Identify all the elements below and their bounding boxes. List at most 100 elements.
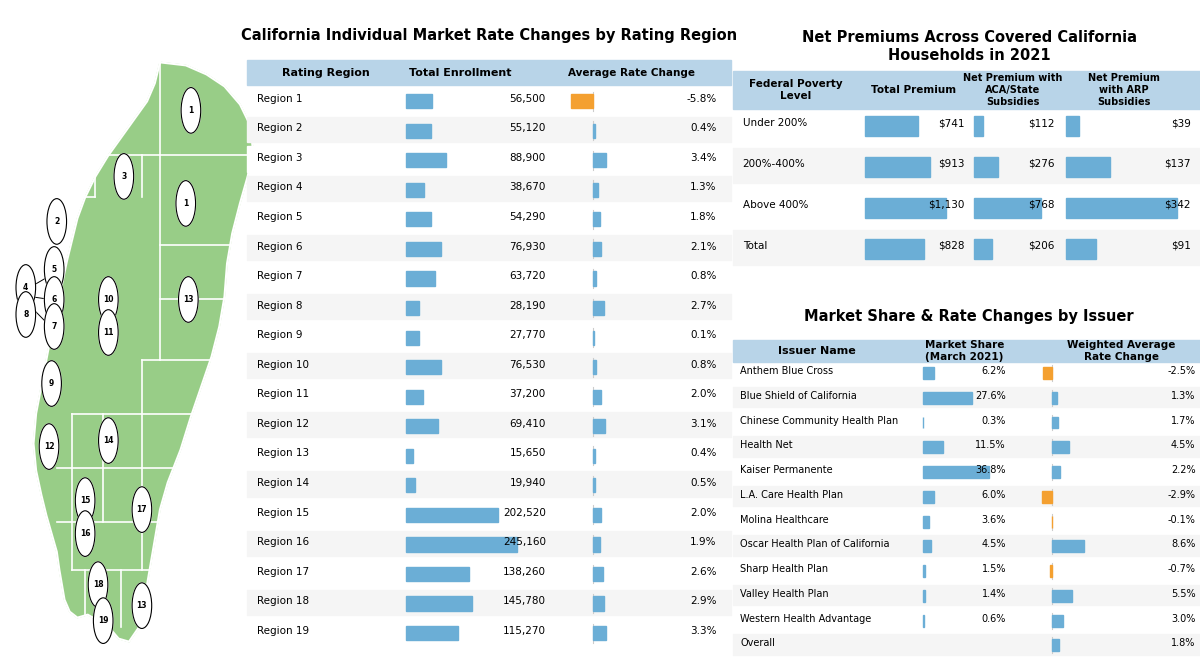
Bar — [923, 466, 989, 478]
Text: California Individual Market Rate Changes by Rating Region: California Individual Market Rate Change… — [241, 27, 737, 43]
Bar — [406, 596, 473, 611]
Bar — [865, 198, 946, 218]
Bar — [247, 176, 731, 201]
Bar — [593, 419, 605, 434]
Bar — [733, 189, 1200, 223]
Circle shape — [44, 277, 64, 322]
Bar — [247, 235, 731, 260]
Text: Federal Poverty
Level: Federal Poverty Level — [749, 79, 842, 101]
Text: $112: $112 — [1028, 118, 1055, 128]
Text: Region 13: Region 13 — [257, 448, 308, 458]
Text: -2.9%: -2.9% — [1168, 490, 1195, 500]
Text: Under 200%: Under 200% — [743, 118, 806, 128]
Text: Market Share & Rate Changes by Issuer: Market Share & Rate Changes by Issuer — [804, 309, 1134, 324]
Bar — [247, 560, 731, 585]
Text: Region 6: Region 6 — [257, 241, 302, 251]
Bar — [247, 354, 731, 378]
Text: 2.2%: 2.2% — [1171, 465, 1195, 475]
Bar — [593, 153, 606, 167]
Text: 3: 3 — [121, 172, 126, 181]
Bar — [247, 530, 731, 556]
Text: 6.0%: 6.0% — [982, 490, 1006, 500]
Text: Issuer Name: Issuer Name — [778, 346, 856, 356]
Text: Market Share
(March 2021): Market Share (March 2021) — [925, 340, 1004, 362]
Bar — [247, 60, 731, 85]
Bar — [593, 478, 595, 492]
Text: 13: 13 — [137, 601, 148, 610]
Bar — [406, 183, 424, 197]
Bar — [1052, 615, 1063, 626]
Text: 1.8%: 1.8% — [690, 212, 716, 222]
Bar — [247, 87, 731, 113]
Circle shape — [98, 309, 118, 356]
Text: Region 12: Region 12 — [257, 419, 308, 429]
Circle shape — [132, 583, 151, 628]
Text: 115,270: 115,270 — [503, 626, 546, 636]
Text: 2.0%: 2.0% — [690, 508, 716, 518]
Text: 88,900: 88,900 — [510, 153, 546, 163]
Bar — [733, 340, 1200, 362]
Bar — [733, 536, 1200, 556]
Circle shape — [76, 511, 95, 556]
Text: 55,120: 55,120 — [510, 123, 546, 133]
Bar — [247, 323, 731, 349]
Bar — [733, 387, 1200, 407]
Text: Overall: Overall — [740, 638, 775, 648]
Text: -0.1%: -0.1% — [1168, 515, 1195, 525]
Text: 2.9%: 2.9% — [690, 596, 716, 606]
Text: 76,530: 76,530 — [510, 360, 546, 370]
Text: Region 5: Region 5 — [257, 212, 302, 222]
Bar — [247, 146, 731, 171]
Bar — [406, 301, 419, 315]
Text: Total: Total — [743, 241, 767, 251]
Text: 0.8%: 0.8% — [690, 271, 716, 281]
Text: 14: 14 — [103, 436, 114, 445]
Circle shape — [44, 247, 64, 292]
Bar — [1052, 590, 1073, 602]
Bar — [247, 265, 731, 289]
Text: Region 14: Region 14 — [257, 478, 308, 488]
Bar — [406, 508, 498, 522]
Text: Anthem Blue Cross: Anthem Blue Cross — [740, 366, 834, 376]
Bar — [973, 157, 997, 177]
Text: 138,260: 138,260 — [503, 567, 546, 577]
Text: Total Premium: Total Premium — [871, 85, 956, 95]
Bar — [406, 449, 413, 463]
Text: $828: $828 — [938, 241, 965, 251]
Bar — [593, 271, 596, 285]
Text: 2.0%: 2.0% — [690, 390, 716, 400]
Text: L.A. Care Health Plan: L.A. Care Health Plan — [740, 490, 844, 500]
Text: 6: 6 — [52, 295, 56, 304]
Polygon shape — [34, 63, 253, 642]
Text: 1.3%: 1.3% — [1171, 391, 1195, 401]
Bar — [733, 412, 1200, 432]
Bar — [733, 585, 1200, 605]
Bar — [593, 242, 601, 256]
Bar — [1052, 442, 1068, 454]
Text: 3.4%: 3.4% — [690, 153, 716, 163]
Bar — [247, 442, 731, 467]
Bar — [1052, 640, 1058, 652]
Text: Weighted Average
Rate Change: Weighted Average Rate Change — [1067, 340, 1176, 362]
Bar — [1052, 466, 1060, 478]
Bar — [406, 390, 422, 404]
Bar — [406, 153, 446, 167]
Bar — [1052, 540, 1084, 552]
Text: 19: 19 — [98, 616, 108, 625]
Bar — [593, 123, 595, 138]
Bar — [923, 491, 934, 503]
Bar — [406, 360, 440, 374]
Bar — [973, 239, 991, 259]
Circle shape — [132, 487, 151, 532]
Bar — [593, 360, 596, 374]
Text: 36.8%: 36.8% — [976, 465, 1006, 475]
Bar — [733, 229, 1200, 265]
Bar — [247, 619, 731, 644]
Bar — [733, 148, 1200, 183]
Bar — [406, 538, 517, 552]
Text: 3.3%: 3.3% — [690, 626, 716, 636]
Text: -2.5%: -2.5% — [1168, 366, 1195, 376]
Text: Kaiser Permanente: Kaiser Permanente — [740, 465, 833, 475]
Text: Blue Shield of California: Blue Shield of California — [740, 391, 857, 401]
Text: 8.6%: 8.6% — [1171, 540, 1195, 550]
